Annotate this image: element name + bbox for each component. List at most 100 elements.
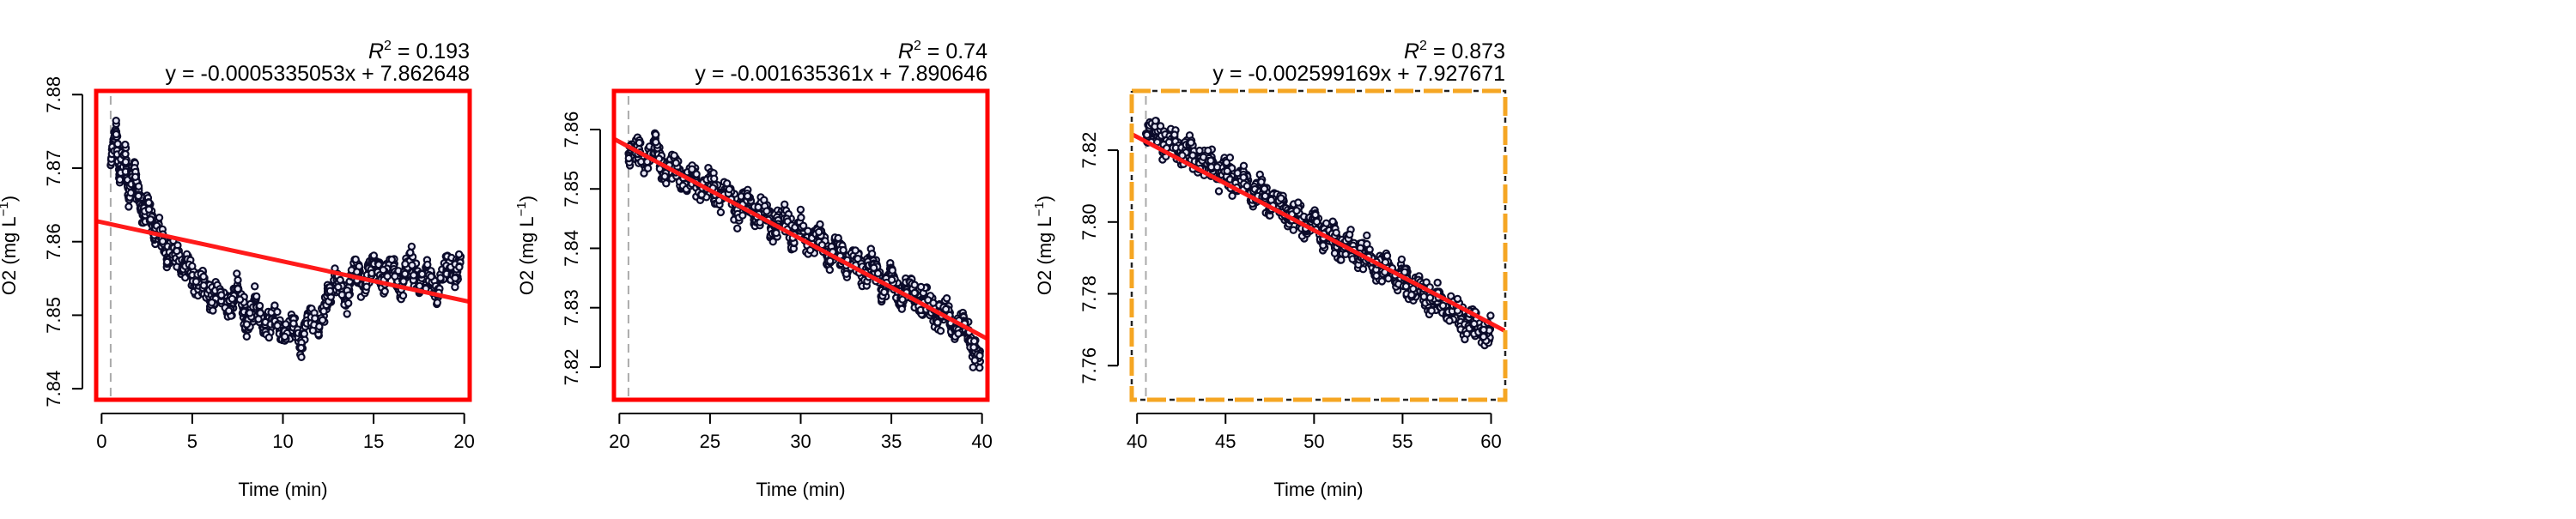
x-axis-label: Time (min) bbox=[1273, 479, 1363, 500]
data-point bbox=[867, 250, 877, 258]
data-point bbox=[379, 266, 387, 275]
y-tick-label: 7.84 bbox=[561, 230, 582, 267]
data-point bbox=[1433, 278, 1442, 287]
data-point bbox=[743, 191, 752, 201]
data-point bbox=[427, 272, 435, 281]
data-point bbox=[834, 233, 842, 243]
data-point bbox=[640, 169, 648, 178]
x-tick-label: 40 bbox=[1127, 431, 1147, 452]
data-point bbox=[126, 189, 136, 197]
y-tick-label: 7.87 bbox=[43, 150, 64, 187]
data-point bbox=[270, 301, 279, 310]
data-point bbox=[1292, 206, 1301, 215]
data-point bbox=[234, 275, 242, 285]
data-point bbox=[334, 282, 343, 292]
y-tick-label: 7.83 bbox=[561, 289, 582, 326]
data-point bbox=[1206, 156, 1215, 165]
x-tick-label: 45 bbox=[1215, 431, 1236, 452]
data-point bbox=[662, 179, 671, 188]
x-tick-label: 0 bbox=[96, 431, 106, 452]
data-point bbox=[671, 159, 681, 167]
data-point bbox=[387, 255, 396, 264]
data-point bbox=[969, 343, 978, 352]
data-point bbox=[252, 292, 261, 301]
data-point bbox=[297, 343, 306, 353]
data-point bbox=[125, 202, 133, 211]
y-axis-label: O2 (mg L−1) bbox=[514, 196, 538, 295]
x-tick-label: 50 bbox=[1303, 431, 1324, 452]
data-point bbox=[273, 321, 282, 330]
data-point bbox=[391, 272, 399, 281]
fit-line bbox=[96, 219, 470, 305]
data-point bbox=[1479, 325, 1488, 335]
data-point bbox=[217, 291, 226, 299]
data-point bbox=[282, 320, 290, 329]
data-point bbox=[975, 351, 984, 360]
fit-equation: y = -0.001635361x + 7.890646 bbox=[695, 62, 987, 86]
data-point bbox=[898, 295, 907, 304]
r-squared-label: R2 = 0.873 bbox=[1404, 39, 1505, 63]
data-point bbox=[1453, 294, 1462, 304]
y-tick-label: 7.86 bbox=[561, 112, 582, 148]
x-tick-label: 25 bbox=[700, 431, 720, 452]
data-point bbox=[688, 165, 696, 173]
data-point bbox=[1363, 231, 1371, 240]
data-point bbox=[975, 364, 984, 372]
data-point bbox=[1358, 265, 1368, 274]
chart-panel-1: 0 5 10 15 20 Time (min) 7.84 7.85 7.86 7.87 7.88 O2… bbox=[0, 39, 475, 500]
data-point bbox=[315, 322, 324, 331]
data-point bbox=[624, 154, 634, 163]
data-point bbox=[651, 130, 660, 139]
data-point bbox=[1377, 277, 1387, 286]
data-point bbox=[131, 172, 140, 181]
plot-box bbox=[611, 88, 990, 402]
data-point bbox=[796, 205, 805, 214]
data-point bbox=[199, 272, 208, 281]
x-tick-label: 40 bbox=[971, 431, 992, 452]
data-point bbox=[199, 281, 208, 290]
data-point bbox=[805, 245, 815, 255]
data-point bbox=[710, 174, 719, 183]
x-axis-label: Time (min) bbox=[756, 479, 845, 500]
scatter-points bbox=[624, 129, 985, 372]
data-point bbox=[1214, 187, 1224, 196]
data-point bbox=[1425, 293, 1435, 302]
data-point bbox=[255, 301, 264, 311]
data-point bbox=[1188, 151, 1197, 160]
data-point bbox=[1311, 210, 1320, 220]
data-point bbox=[1445, 317, 1454, 325]
data-point bbox=[207, 299, 216, 307]
data-point bbox=[941, 305, 951, 314]
data-point bbox=[1222, 158, 1231, 167]
data-point bbox=[1486, 311, 1495, 320]
data-point bbox=[113, 140, 122, 148]
data-point bbox=[344, 299, 353, 308]
data-point bbox=[1187, 138, 1195, 147]
data-point bbox=[910, 281, 919, 289]
data-point bbox=[1277, 194, 1285, 202]
data-point bbox=[415, 281, 424, 291]
data-point bbox=[725, 184, 734, 194]
data-point bbox=[121, 149, 130, 159]
data-point bbox=[888, 266, 897, 275]
fit-equation: y = -0.002599169x + 7.927671 bbox=[1212, 62, 1505, 86]
data-point bbox=[134, 182, 143, 190]
data-point bbox=[242, 320, 252, 329]
fit-line bbox=[614, 136, 987, 341]
y-axis-label: O2 (mg L−1) bbox=[0, 196, 20, 295]
data-point bbox=[369, 251, 379, 260]
y-tick-label: 7.88 bbox=[43, 76, 64, 113]
data-point bbox=[319, 307, 328, 316]
data-point bbox=[144, 205, 154, 214]
data-point bbox=[1470, 319, 1479, 329]
chart-panel-3: 40 45 50 55 60 Time (min) 7.76 7.78 7.80 7.82 O2 (… bbox=[1032, 39, 1508, 500]
data-point bbox=[1407, 291, 1416, 299]
data-point bbox=[289, 319, 298, 328]
x-tick-label: 15 bbox=[363, 431, 384, 452]
data-point bbox=[455, 263, 464, 272]
data-point bbox=[1156, 122, 1165, 130]
data-point bbox=[256, 309, 264, 317]
data-point bbox=[401, 269, 410, 278]
data-point bbox=[343, 310, 351, 318]
data-point bbox=[670, 151, 678, 160]
